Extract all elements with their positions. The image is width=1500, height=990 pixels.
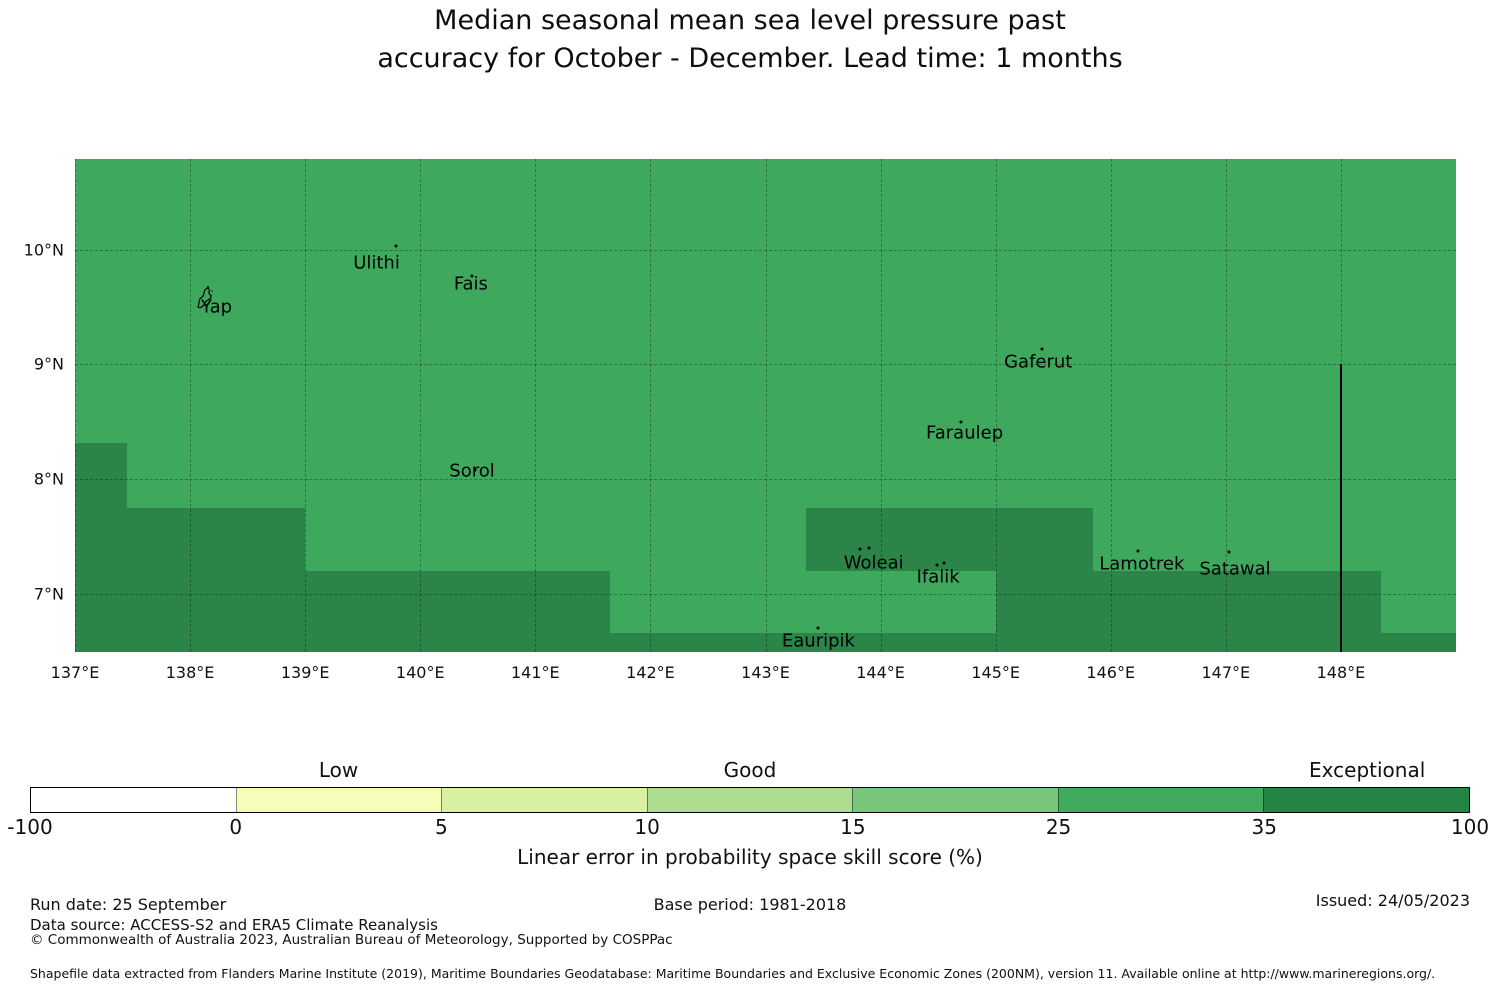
gridline-horizontal [75,364,1456,366]
shapefile-note-text: Shapefile data extracted from Flanders M… [30,966,1436,981]
x-tick-label: 147°E [1201,663,1251,682]
high-skill-region [1381,632,1456,652]
x-tick-label: 141°E [511,663,560,682]
colorbar-tick-label: 5 [435,815,448,839]
y-tick-label: 8°N [33,469,64,489]
eez-boundary-line [1339,364,1342,652]
island-label-eauripik: Eauripik [781,630,855,652]
data-source-text: Data source: ACCESS-S2 and ERA5 Climate … [30,916,438,934]
island-marker-dot [1136,549,1140,553]
high-skill-region [75,443,127,652]
x-tick-label: 142°E [626,663,675,682]
colorbar-segment [31,788,236,812]
colorbar-category-label: Good [723,758,777,782]
gridline-vertical [1110,159,1112,652]
island-marker-dot [942,561,946,565]
chart-title: Median seasonal mean sea level pressure … [0,2,1500,78]
island-label-faraulep: Faraulep [926,422,1004,444]
colorbar-category-label: Exceptional [1309,758,1426,782]
high-skill-region [805,507,1094,571]
island-outline-svg [197,285,213,309]
colorbar-segment [1263,788,1470,812]
gridline-vertical [1225,159,1227,652]
gridline-vertical [190,159,192,652]
gridline-vertical [420,159,422,652]
island-marker-dot [473,468,477,472]
gridline-vertical [305,159,307,652]
x-tick-label: 139°E [280,663,330,682]
colorbar-segment [235,788,442,812]
island-marker-dot [935,563,939,567]
island-outline [194,284,218,314]
island-label-ifalik: Ifalik [916,566,960,588]
gridline-vertical [880,159,882,652]
gridline-horizontal [75,478,1456,480]
x-tick-label: 143°E [741,663,790,682]
colorbar-tick-label: 0 [229,815,243,839]
island-label-woleai: Woleai [843,552,904,574]
island-label-fais: Fais [453,273,488,295]
skill-map-plot-area: Yap Ulithi Fais Sorol Gaferut Faraulep Woleai I… [75,159,1456,652]
island-marker-dot [858,547,862,551]
x-tick-label: 138°E [165,663,215,682]
high-skill-region [305,570,611,652]
colorbar-tick-label: 35 [1251,815,1278,839]
colorbar-segment [441,788,647,812]
colorbar [30,787,1470,813]
x-tick-label: 145°E [971,663,1020,682]
colorbar-tick-label: 25 [1045,815,1072,839]
island-marker-dot [1227,550,1231,554]
island-marker-dot [470,274,474,278]
y-tick-label: 7°N [33,584,64,604]
x-tick-label: 137°E [50,663,100,682]
colorbar-category-label: Low [318,758,359,782]
chart-title-line2: accuracy for October - December. Lead ti… [377,43,1123,74]
island-marker-dot [959,420,963,424]
x-tick-label: 148°E [1316,663,1366,682]
x-tick-label: 140°E [395,663,445,682]
island-marker-dot [816,626,820,630]
issued-date-text: Issued: 24/05/2023 [1315,891,1470,910]
gridline-vertical [535,159,537,652]
island-label-sorol: Sorol [449,460,495,482]
chart-title-line1: Median seasonal mean sea level pressure … [434,5,1066,36]
colorbar-tick-label: 10 [634,815,660,839]
island-marker-dot [867,546,871,550]
island-label-ulithi: Ulithi [353,252,400,274]
run-date-text: Run date: 25 September [30,895,227,914]
colorbar-segment [1057,788,1264,812]
gridline-vertical [765,159,767,652]
colorbar-tick-label: 15 [840,815,866,839]
colorbar-segment [852,788,1058,812]
gridline-horizontal [75,249,1456,251]
colorbar-tick-label: -100 [7,815,53,839]
island-label-satawal: Satawal [1199,558,1271,580]
island-marker-dot [394,244,398,248]
gridline-vertical [650,159,652,652]
gridline-vertical [75,159,76,652]
base-period-text: Base period: 1981-2018 [653,895,847,914]
colorbar-axis-title: Linear error in probability space skill … [517,845,983,869]
gridline-horizontal [75,593,1456,595]
high-skill-region [126,507,306,652]
colorbar-segment [646,788,853,812]
island-marker-dot [1040,347,1044,351]
x-tick-label: 146°E [1086,663,1136,682]
y-tick-label: 9°N [33,354,64,374]
island-label-lamotrek: Lamotrek [1099,553,1185,575]
colorbar-tick-label: 100 [1450,815,1490,839]
copyright-text: © Commonwealth of Australia 2023, Austra… [30,932,673,948]
gridline-vertical [995,159,997,652]
x-tick-label: 144°E [856,663,905,682]
y-tick-label: 10°N [23,240,64,260]
island-label-yap: Yap [201,296,233,318]
high-skill-region [610,632,996,652]
high-skill-region [995,570,1382,652]
island-label-gaferut: Gaferut [1004,351,1073,373]
